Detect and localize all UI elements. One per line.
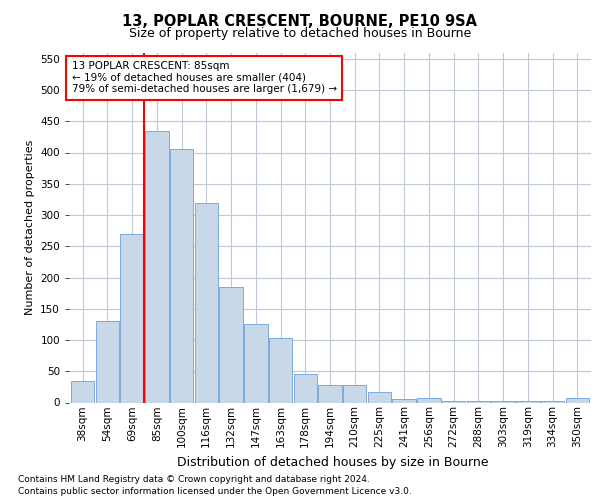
Bar (467, 400, 490, 402)
Bar (145, 130, 169, 402)
Bar (566, 398, 589, 402)
Text: 13 POPLAR CRESCENT: 85sqm
← 19% of detached houses are smaller (404)
79% of semi: 13 POPLAR CRESCENT: 85sqm ← 19% of detac… (71, 61, 337, 94)
Text: Contains public sector information licensed under the Open Government Licence v3: Contains public sector information licen… (18, 486, 412, 496)
Bar (541, 400, 565, 402)
Bar (121, 234, 144, 402)
Bar (269, 338, 292, 402)
Bar (343, 385, 367, 402)
Bar (417, 398, 441, 402)
Text: Size of property relative to detached houses in Bourne: Size of property relative to detached ho… (129, 28, 471, 40)
Bar (95, 322, 119, 402)
Text: 13, POPLAR CRESCENT, BOURNE, PE10 9SA: 13, POPLAR CRESCENT, BOURNE, PE10 9SA (122, 14, 478, 29)
Bar (318, 385, 342, 402)
Y-axis label: Number of detached properties: Number of detached properties (25, 140, 35, 315)
Bar (516, 400, 539, 402)
Bar (194, 202, 218, 402)
Bar (219, 287, 243, 403)
Bar (170, 150, 193, 402)
Bar (293, 374, 317, 402)
Bar (244, 324, 268, 402)
Bar (442, 400, 466, 402)
Text: Contains HM Land Registry data © Crown copyright and database right 2024.: Contains HM Land Registry data © Crown c… (18, 476, 370, 484)
Bar (71, 380, 94, 402)
Text: Distribution of detached houses by size in Bourne: Distribution of detached houses by size … (177, 456, 489, 469)
Bar (491, 400, 515, 402)
Bar (368, 392, 391, 402)
Bar (392, 400, 416, 402)
